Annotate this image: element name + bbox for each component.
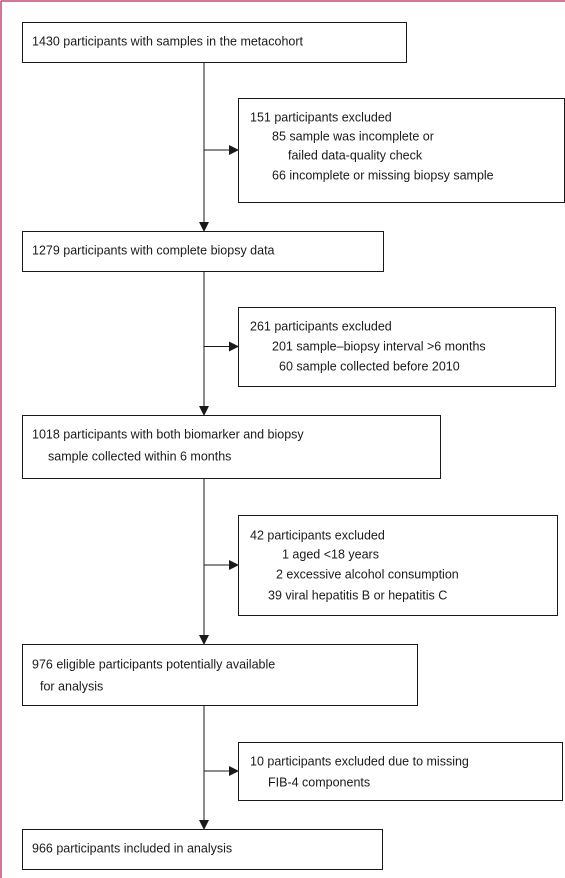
box-text: 976 eligible participants potentially av… bbox=[32, 657, 275, 671]
exclusion-box bbox=[238, 307, 556, 387]
step-box bbox=[22, 22, 407, 63]
exclusion-box bbox=[238, 515, 558, 616]
box-text: 2 excessive alcohol consumption bbox=[276, 567, 459, 581]
box-text: FIB-4 components bbox=[268, 775, 370, 789]
step-box bbox=[22, 231, 384, 272]
box-text: sample collected within 6 months bbox=[48, 449, 231, 463]
step-box bbox=[22, 829, 383, 870]
box-text: 1430 participants with samples in the me… bbox=[32, 34, 304, 48]
step-box bbox=[22, 415, 441, 479]
box-text: 261 participants excluded bbox=[250, 319, 392, 333]
box-text: 42 participants excluded bbox=[250, 528, 385, 542]
exclusion-box bbox=[238, 742, 563, 801]
box-text: 1 aged <18 years bbox=[282, 547, 379, 561]
box-text: failed data-quality check bbox=[288, 148, 423, 162]
box-text: for analysis bbox=[40, 679, 103, 693]
box-text: 10 participants excluded due to missing bbox=[250, 754, 469, 768]
exclusion-box bbox=[238, 98, 565, 203]
box-text: 1018 participants with both biomarker an… bbox=[32, 427, 304, 441]
box-text: 151 participants excluded bbox=[250, 110, 392, 124]
box-text: 201 sample–biopsy interval >6 months bbox=[272, 339, 486, 353]
box-text: 966 participants included in analysis bbox=[32, 841, 232, 855]
box-text: 1279 participants with complete biopsy d… bbox=[32, 243, 275, 257]
box-text: 85 sample was incomplete or bbox=[272, 129, 434, 143]
box-text: 60 sample collected before 2010 bbox=[279, 359, 460, 373]
box-text: 66 incomplete or missing biopsy sample bbox=[272, 168, 494, 182]
box-text: 39 viral hepatitis B or hepatitis C bbox=[268, 588, 447, 602]
step-box bbox=[22, 644, 418, 706]
